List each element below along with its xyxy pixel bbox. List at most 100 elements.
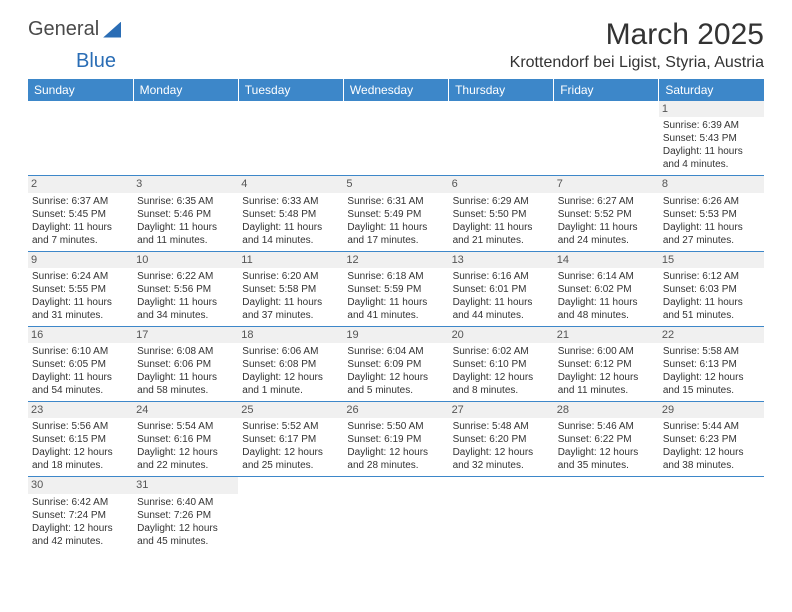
day-daylight1: Daylight: 11 hours xyxy=(242,296,339,309)
day-daylight1: Daylight: 11 hours xyxy=(663,145,760,158)
day-sunrise: Sunrise: 6:20 AM xyxy=(242,270,339,283)
day-sunrise: Sunrise: 6:27 AM xyxy=(558,195,655,208)
day-daylight2: and 4 minutes. xyxy=(663,158,760,171)
weekday-header: Tuesday xyxy=(238,79,343,101)
day-daylight1: Daylight: 11 hours xyxy=(32,296,129,309)
calendar-day-cell: 7Sunrise: 6:27 AMSunset: 5:52 PMDaylight… xyxy=(554,176,659,251)
logo-triangle-icon xyxy=(103,22,121,38)
day-daylight1: Daylight: 12 hours xyxy=(453,446,550,459)
day-daylight2: and 15 minutes. xyxy=(663,384,760,397)
day-daylight1: Daylight: 12 hours xyxy=(32,446,129,459)
day-daylight2: and 34 minutes. xyxy=(137,309,234,322)
logo: General xyxy=(28,18,121,41)
day-daylight2: and 25 minutes. xyxy=(242,459,339,472)
day-sunset: Sunset: 6:03 PM xyxy=(663,283,760,296)
day-daylight1: Daylight: 11 hours xyxy=(347,296,444,309)
day-sunset: Sunset: 6:13 PM xyxy=(663,358,760,371)
day-daylight2: and 42 minutes. xyxy=(32,535,129,548)
day-daylight1: Daylight: 11 hours xyxy=(453,296,550,309)
weekday-header-row: Sunday Monday Tuesday Wednesday Thursday… xyxy=(28,79,764,101)
day-daylight2: and 28 minutes. xyxy=(347,459,444,472)
day-sunrise: Sunrise: 5:52 AM xyxy=(242,420,339,433)
calendar-day-cell: 18Sunrise: 6:06 AMSunset: 6:08 PMDayligh… xyxy=(238,326,343,401)
day-number: 3 xyxy=(133,176,238,192)
calendar-day-cell: 5Sunrise: 6:31 AMSunset: 5:49 PMDaylight… xyxy=(343,176,448,251)
day-daylight2: and 18 minutes. xyxy=(32,459,129,472)
day-sunset: Sunset: 5:55 PM xyxy=(32,283,129,296)
day-number: 12 xyxy=(343,252,448,268)
calendar-day-cell: 29Sunrise: 5:44 AMSunset: 6:23 PMDayligh… xyxy=(659,402,764,477)
day-sunrise: Sunrise: 6:37 AM xyxy=(32,195,129,208)
day-sunrise: Sunrise: 6:39 AM xyxy=(663,119,760,132)
day-number: 28 xyxy=(554,402,659,418)
day-sunset: Sunset: 6:16 PM xyxy=(137,433,234,446)
day-daylight1: Daylight: 12 hours xyxy=(663,446,760,459)
day-daylight2: and 22 minutes. xyxy=(137,459,234,472)
day-daylight2: and 31 minutes. xyxy=(32,309,129,322)
day-sunset: Sunset: 6:17 PM xyxy=(242,433,339,446)
day-daylight1: Daylight: 11 hours xyxy=(558,221,655,234)
day-number: 19 xyxy=(343,327,448,343)
day-number: 27 xyxy=(449,402,554,418)
weekday-header: Friday xyxy=(554,79,659,101)
calendar-day-cell: 20Sunrise: 6:02 AMSunset: 6:10 PMDayligh… xyxy=(449,326,554,401)
day-sunset: Sunset: 5:50 PM xyxy=(453,208,550,221)
day-number: 30 xyxy=(28,477,133,493)
day-daylight2: and 58 minutes. xyxy=(137,384,234,397)
day-daylight2: and 44 minutes. xyxy=(453,309,550,322)
day-daylight2: and 5 minutes. xyxy=(347,384,444,397)
day-daylight1: Daylight: 12 hours xyxy=(347,371,444,384)
calendar-day-cell: 8Sunrise: 6:26 AMSunset: 5:53 PMDaylight… xyxy=(659,176,764,251)
calendar-day-cell xyxy=(554,101,659,176)
day-sunrise: Sunrise: 5:46 AM xyxy=(558,420,655,433)
calendar-day-cell: 17Sunrise: 6:08 AMSunset: 6:06 PMDayligh… xyxy=(133,326,238,401)
calendar-week-row: 30Sunrise: 6:42 AMSunset: 7:24 PMDayligh… xyxy=(28,477,764,552)
day-sunset: Sunset: 5:52 PM xyxy=(558,208,655,221)
day-sunset: Sunset: 5:58 PM xyxy=(242,283,339,296)
day-sunrise: Sunrise: 6:14 AM xyxy=(558,270,655,283)
day-sunrise: Sunrise: 6:08 AM xyxy=(137,345,234,358)
day-sunset: Sunset: 5:53 PM xyxy=(663,208,760,221)
day-sunrise: Sunrise: 6:40 AM xyxy=(137,496,234,509)
day-daylight1: Daylight: 12 hours xyxy=(137,446,234,459)
weekday-header: Thursday xyxy=(449,79,554,101)
day-sunset: Sunset: 5:49 PM xyxy=(347,208,444,221)
calendar-day-cell xyxy=(449,101,554,176)
day-sunrise: Sunrise: 6:16 AM xyxy=(453,270,550,283)
day-sunrise: Sunrise: 5:44 AM xyxy=(663,420,760,433)
day-sunrise: Sunrise: 6:42 AM xyxy=(32,496,129,509)
calendar-week-row: 2Sunrise: 6:37 AMSunset: 5:45 PMDaylight… xyxy=(28,176,764,251)
day-daylight1: Daylight: 12 hours xyxy=(137,522,234,535)
calendar-day-cell: 30Sunrise: 6:42 AMSunset: 7:24 PMDayligh… xyxy=(28,477,133,552)
day-number: 22 xyxy=(659,327,764,343)
day-number: 6 xyxy=(449,176,554,192)
calendar-day-cell: 23Sunrise: 5:56 AMSunset: 6:15 PMDayligh… xyxy=(28,402,133,477)
day-daylight1: Daylight: 12 hours xyxy=(663,371,760,384)
day-daylight1: Daylight: 12 hours xyxy=(242,446,339,459)
calendar-day-cell: 9Sunrise: 6:24 AMSunset: 5:55 PMDaylight… xyxy=(28,251,133,326)
day-sunrise: Sunrise: 6:02 AM xyxy=(453,345,550,358)
day-daylight2: and 41 minutes. xyxy=(347,309,444,322)
day-daylight2: and 45 minutes. xyxy=(137,535,234,548)
day-daylight2: and 8 minutes. xyxy=(453,384,550,397)
day-daylight2: and 35 minutes. xyxy=(558,459,655,472)
calendar-day-cell: 14Sunrise: 6:14 AMSunset: 6:02 PMDayligh… xyxy=(554,251,659,326)
calendar-day-cell: 27Sunrise: 5:48 AMSunset: 6:20 PMDayligh… xyxy=(449,402,554,477)
day-number: 25 xyxy=(238,402,343,418)
calendar-day-cell: 16Sunrise: 6:10 AMSunset: 6:05 PMDayligh… xyxy=(28,326,133,401)
day-number: 9 xyxy=(28,252,133,268)
day-number: 23 xyxy=(28,402,133,418)
day-sunset: Sunset: 6:10 PM xyxy=(453,358,550,371)
day-sunset: Sunset: 5:56 PM xyxy=(137,283,234,296)
calendar-day-cell: 3Sunrise: 6:35 AMSunset: 5:46 PMDaylight… xyxy=(133,176,238,251)
day-sunset: Sunset: 5:59 PM xyxy=(347,283,444,296)
day-sunset: Sunset: 6:05 PM xyxy=(32,358,129,371)
day-sunset: Sunset: 5:48 PM xyxy=(242,208,339,221)
day-daylight1: Daylight: 11 hours xyxy=(558,296,655,309)
day-daylight1: Daylight: 11 hours xyxy=(137,221,234,234)
calendar-table: Sunday Monday Tuesday Wednesday Thursday… xyxy=(28,79,764,552)
day-sunrise: Sunrise: 5:54 AM xyxy=(137,420,234,433)
day-sunrise: Sunrise: 6:12 AM xyxy=(663,270,760,283)
day-number: 18 xyxy=(238,327,343,343)
calendar-week-row: 9Sunrise: 6:24 AMSunset: 5:55 PMDaylight… xyxy=(28,251,764,326)
